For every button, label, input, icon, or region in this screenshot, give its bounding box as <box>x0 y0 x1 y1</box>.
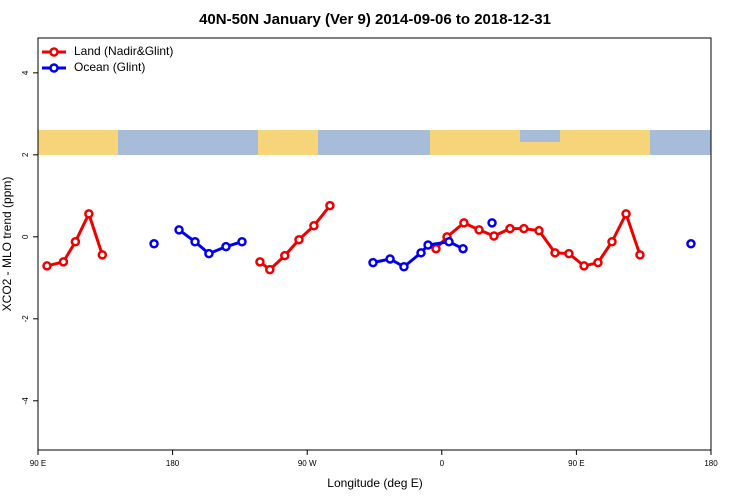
data-point <box>593 257 603 268</box>
y-tick-label: 2 <box>21 152 30 157</box>
data-point <box>255 257 265 267</box>
plot-frame <box>37 37 712 451</box>
data-point <box>474 225 484 235</box>
x-tick-label: 90 E <box>568 459 584 468</box>
data-point <box>294 234 304 245</box>
data-point <box>579 261 589 271</box>
legend-marker <box>49 47 59 57</box>
data-point <box>489 231 499 241</box>
data-point <box>309 221 319 231</box>
data-point <box>458 243 468 254</box>
data-point <box>368 257 378 268</box>
data-point <box>487 218 497 228</box>
x-tick-label: 180 <box>704 459 718 468</box>
data-point <box>58 257 69 267</box>
data-point <box>399 262 409 272</box>
legend-label: Ocean (Glint) <box>74 60 145 74</box>
data-point <box>325 200 335 211</box>
data-point <box>550 248 560 258</box>
data-point <box>42 261 52 271</box>
data-point <box>444 236 454 247</box>
data-point <box>686 239 696 249</box>
data-point <box>505 223 515 234</box>
legend-marker <box>49 63 59 73</box>
y-axis-label: XCO2 - MLO trend (ppm) <box>0 177 14 312</box>
data-point <box>423 240 433 250</box>
data-point <box>431 243 441 254</box>
data-point <box>280 250 290 261</box>
data-point <box>564 248 574 259</box>
data-point <box>84 209 94 219</box>
data-point <box>174 225 184 235</box>
data-point <box>385 254 395 264</box>
data-point <box>607 236 617 247</box>
y-tick-label: -2 <box>21 315 30 323</box>
y-tick-label: 4 <box>21 70 30 75</box>
map-strip <box>38 130 711 155</box>
data-point <box>97 250 108 260</box>
x-axis-label: Longitude (deg E) <box>327 476 422 490</box>
data-point <box>534 225 544 236</box>
data-point <box>149 239 159 249</box>
data-point <box>621 209 631 219</box>
data-point <box>237 236 247 247</box>
data-point <box>265 264 275 275</box>
legend-label: Land (Nadir&Glint) <box>74 44 173 58</box>
data-point <box>190 236 200 247</box>
x-tick-label: 0 <box>440 459 445 468</box>
data-point <box>204 248 214 259</box>
data-point <box>70 236 81 247</box>
y-tick-label: 0 <box>21 234 30 239</box>
x-tick-label: 90 W <box>298 459 317 468</box>
data-point <box>519 223 529 234</box>
data-point <box>416 248 426 258</box>
chart-title: 40N-50N January (Ver 9) 2014-09-06 to 20… <box>199 11 551 28</box>
data-point <box>635 250 645 260</box>
x-tick-label: 180 <box>166 459 180 468</box>
y-tick-label: -4 <box>21 397 30 405</box>
x-tick-label: 90 E <box>30 459 46 468</box>
data-point <box>221 241 231 252</box>
data-point <box>459 218 469 228</box>
